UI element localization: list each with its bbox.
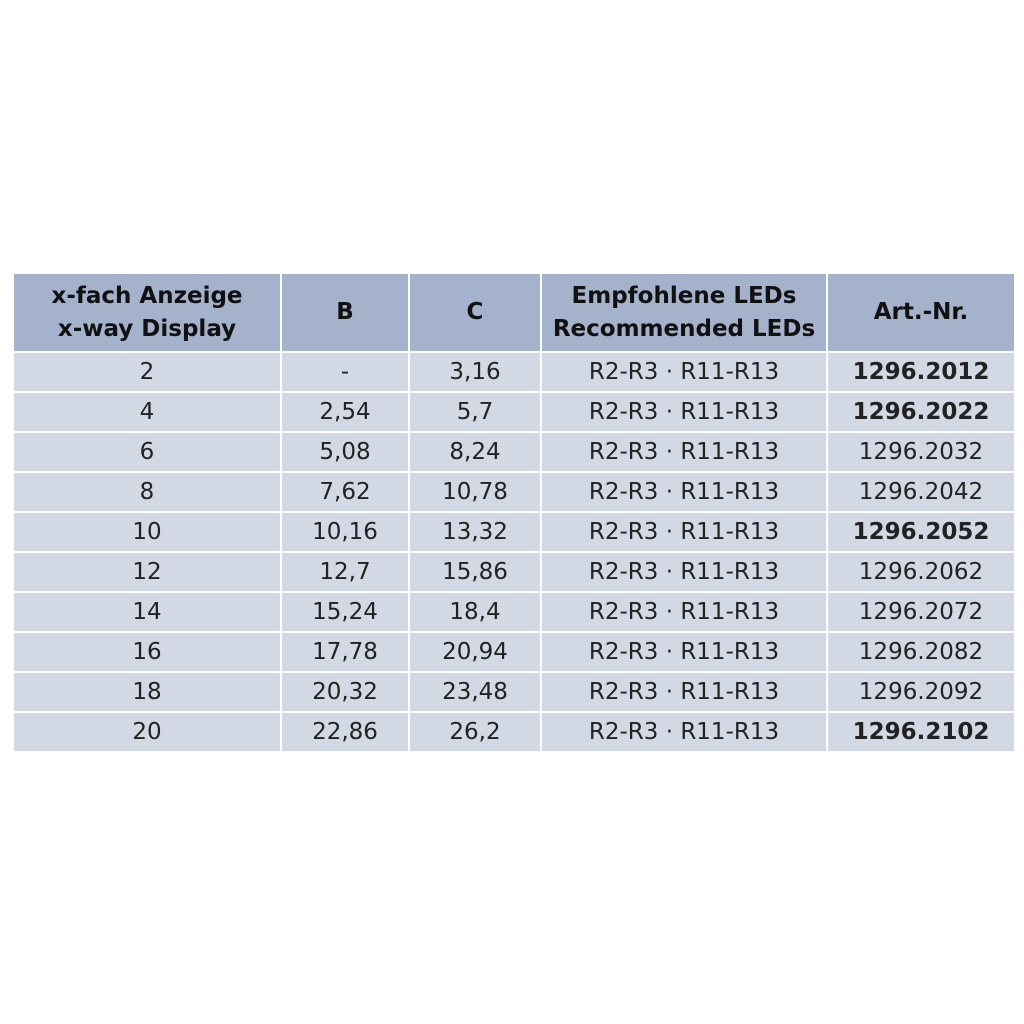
table-row: 18 20,32 23,48 R2-R3 · R11-R13 1296.2092 — [14, 673, 1014, 711]
header-row: x-fach Anzeige x-way Display B C Empfohlene … — [14, 274, 1014, 351]
cell-recommended-leds: R2-R3 · R11-R13 — [542, 593, 826, 631]
table-row: 10 10,16 13,32 R2-R3 · R11-R13 1296.2052 — [14, 513, 1014, 551]
cell-c: 20,94 — [410, 633, 540, 671]
cell-display-ways: 8 — [14, 473, 280, 511]
cell-b: - — [282, 353, 408, 391]
cell-b: 10,16 — [282, 513, 408, 551]
cell-c: 3,16 — [410, 353, 540, 391]
cell-article-number: 1296.2082 — [828, 633, 1014, 671]
cell-recommended-leds: R2-R3 · R11-R13 — [542, 633, 826, 671]
cell-c: 10,78 — [410, 473, 540, 511]
table-row: 4 2,54 5,7 R2-R3 · R11-R13 1296.2022 — [14, 393, 1014, 431]
table-row: 8 7,62 10,78 R2-R3 · R11-R13 1296.2042 — [14, 473, 1014, 511]
header-line: Recommended LEDs — [552, 315, 816, 342]
cell-recommended-leds: R2-R3 · R11-R13 — [542, 433, 826, 471]
cell-b: 2,54 — [282, 393, 408, 431]
cell-c: 13,32 — [410, 513, 540, 551]
cell-c: 15,86 — [410, 553, 540, 591]
cell-article-number: 1296.2072 — [828, 593, 1014, 631]
cell-b: 22,86 — [282, 713, 408, 751]
header-line: C — [466, 299, 484, 325]
header-line: B — [336, 299, 354, 325]
table-row: 16 17,78 20,94 R2-R3 · R11-R13 1296.2082 — [14, 633, 1014, 671]
cell-b: 20,32 — [282, 673, 408, 711]
header-b: B — [282, 274, 408, 351]
table-row: 2-3,16 R2-R3 · R11-R13 1296.2012 — [14, 353, 1014, 391]
cell-b: 12,7 — [282, 553, 408, 591]
table-row: 6 5,08 8,24 R2-R3 · R11-R13 1296.2032 — [14, 433, 1014, 471]
table-row: 12 12,7 15,86 R2-R3 · R11-R13 1296.2062 — [14, 553, 1014, 591]
cell-article-number: 1296.2092 — [828, 673, 1014, 711]
cell-b: 5,08 — [282, 433, 408, 471]
header-line: Art.-Nr. — [873, 299, 969, 325]
cell-display-ways: 18 — [14, 673, 280, 711]
cell-display-ways: 10 — [14, 513, 280, 551]
cell-display-ways: 6 — [14, 433, 280, 471]
cell-c: 23,48 — [410, 673, 540, 711]
cell-recommended-leds: R2-R3 · R11-R13 — [542, 353, 826, 391]
header-display-ways: x-fach Anzeige x-way Display — [14, 274, 280, 351]
cell-b: 17,78 — [282, 633, 408, 671]
cell-article-number: 1296.2012 — [828, 353, 1014, 391]
cell-display-ways: 12 — [14, 553, 280, 591]
cell-recommended-leds: R2-R3 · R11-R13 — [542, 513, 826, 551]
cell-display-ways: 20 — [14, 713, 280, 751]
cell-article-number: 1296.2032 — [828, 433, 1014, 471]
header-recommended-leds: Empfohlene LEDs Recommended LEDs — [542, 274, 826, 351]
header-line: x-fach Anzeige — [51, 282, 243, 309]
header-line: x-way Display — [57, 315, 237, 342]
cell-article-number: 1296.2042 — [828, 473, 1014, 511]
cell-display-ways: 14 — [14, 593, 280, 631]
table-row: 14 15,24 18,4 R2-R3 · R11-R13 1296.2072 — [14, 593, 1014, 631]
cell-recommended-leds: R2-R3 · R11-R13 — [542, 553, 826, 591]
cell-c: 5,7 — [410, 393, 540, 431]
cell-b: 15,24 — [282, 593, 408, 631]
table-row: 20 22,86 26,2 R2-R3 · R11-R13 1296.2102 — [14, 713, 1014, 751]
cell-display-ways: 2 — [14, 353, 280, 391]
cell-article-number: 1296.2062 — [828, 553, 1014, 591]
cell-display-ways: 4 — [14, 393, 280, 431]
header-article-number: Art.-Nr. — [828, 274, 1014, 351]
cell-c: 26,2 — [410, 713, 540, 751]
product-table: x-fach Anzeige x-way Display B C Empfohlene … — [12, 272, 1016, 753]
cell-article-number: 1296.2052 — [828, 513, 1014, 551]
cell-article-number: 1296.2022 — [828, 393, 1014, 431]
cell-c: 18,4 — [410, 593, 540, 631]
cell-display-ways: 16 — [14, 633, 280, 671]
cell-recommended-leds: R2-R3 · R11-R13 — [542, 393, 826, 431]
cell-c: 8,24 — [410, 433, 540, 471]
cell-article-number: 1296.2102 — [828, 713, 1014, 751]
cell-recommended-leds: R2-R3 · R11-R13 — [542, 473, 826, 511]
header-line: Empfohlene LEDs — [571, 282, 797, 309]
cell-recommended-leds: R2-R3 · R11-R13 — [542, 673, 826, 711]
cell-recommended-leds: R2-R3 · R11-R13 — [542, 713, 826, 751]
header-c: C — [410, 274, 540, 351]
cell-b: 7,62 — [282, 473, 408, 511]
